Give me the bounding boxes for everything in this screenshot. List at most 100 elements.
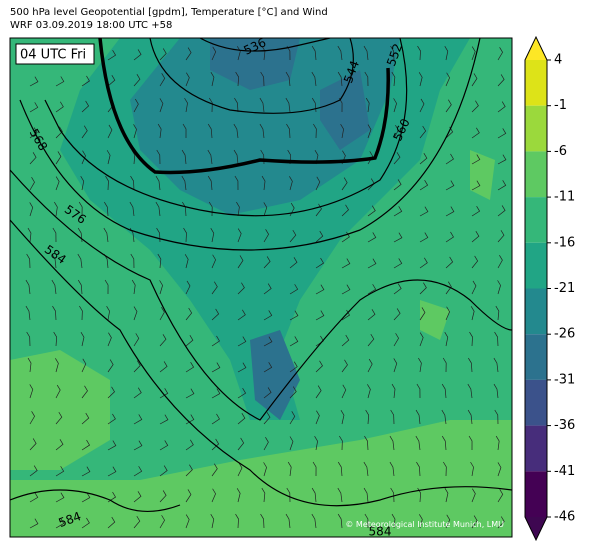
- wind-barb: [185, 361, 195, 373]
- wind-barb: [211, 254, 216, 269]
- wind-barb: [419, 125, 427, 139]
- wind-barb: [53, 331, 58, 347]
- wind-barb: [81, 492, 91, 503]
- wind-barb: [185, 72, 190, 87]
- colorbar-tick-label: 4: [554, 53, 562, 68]
- colorbar-band: [525, 379, 547, 426]
- wind-barb: [470, 306, 475, 321]
- wind-barb: [55, 411, 63, 425]
- wind-barb: [52, 305, 57, 321]
- wind-barb: [263, 256, 271, 269]
- wind-barb: [261, 487, 266, 503]
- wind-barb: [233, 123, 239, 139]
- wind-barb: [155, 201, 161, 217]
- wind-barb: [159, 48, 167, 61]
- wind-barb: [107, 466, 117, 477]
- wind-barb: [55, 126, 63, 139]
- wind-barb: [497, 101, 506, 113]
- wind-barb: [129, 201, 135, 217]
- wind-barb: [26, 253, 31, 269]
- wind-barb: [471, 488, 476, 503]
- wind-barb: [367, 309, 376, 321]
- colorbar-tick-label: -1: [554, 98, 567, 113]
- wind-barb: [314, 435, 318, 451]
- wind-barb: [211, 413, 220, 425]
- wind-barb: [263, 283, 272, 295]
- wind-barb: [445, 72, 450, 87]
- wind-barb: [237, 336, 247, 347]
- wind-barb: [181, 175, 187, 191]
- wind-barb: [390, 487, 395, 503]
- wind-barb: [391, 383, 396, 399]
- wind-barb: [367, 284, 377, 295]
- wind-barb: [159, 414, 169, 425]
- wind-barb: [183, 227, 187, 243]
- wind-barb: [81, 75, 90, 87]
- wind-barb: [416, 461, 421, 477]
- wind-barb: [393, 124, 399, 139]
- wind-barb: [211, 488, 216, 503]
- wind-barb: [311, 45, 317, 61]
- wind-barb: [27, 357, 32, 373]
- wind-barb: [285, 97, 291, 113]
- wind-barb: [51, 253, 57, 269]
- wind-barb: [341, 334, 350, 347]
- wind-barb: [441, 383, 447, 399]
- wind-barb: [363, 487, 369, 503]
- wind-barb: [285, 71, 291, 87]
- wind-barb: [159, 515, 165, 529]
- wind-barb: [497, 462, 502, 477]
- wind-barb: [29, 202, 34, 217]
- wind-barb: [159, 306, 165, 321]
- wind-barb: [493, 383, 499, 399]
- wind-barb: [470, 461, 474, 477]
- wind-barb: [133, 333, 140, 347]
- wind-barb: [341, 258, 351, 269]
- wind-barb: [29, 384, 34, 399]
- wind-barb: [393, 358, 398, 373]
- wind-barb: [55, 466, 65, 477]
- colorbar-tick-label: -26: [554, 327, 575, 342]
- wind-barb: [495, 435, 500, 451]
- colorbar-band: [525, 242, 547, 289]
- wind-barb: [237, 362, 247, 373]
- wind-barb: [393, 283, 402, 295]
- wind-barb: [81, 100, 90, 113]
- wind-barb: [497, 254, 503, 269]
- wind-barb: [393, 308, 401, 321]
- wind-barb: [29, 76, 39, 87]
- wind-barb: [471, 127, 480, 139]
- wind-barb: [468, 357, 473, 373]
- wind-barb: [29, 177, 35, 191]
- wind-barb: [236, 201, 240, 217]
- wind-barb: [341, 359, 348, 373]
- wind-barb: [367, 232, 377, 243]
- wind-barb: [207, 175, 213, 191]
- wind-barb: [210, 513, 215, 529]
- wind-barb: [341, 177, 348, 191]
- wind-barb: [340, 410, 345, 425]
- wind-barb: [417, 487, 421, 503]
- wind-barb: [497, 205, 506, 217]
- wind-barb: [237, 437, 245, 451]
- wind-barb: [185, 489, 192, 503]
- colorbar-band: [525, 288, 547, 335]
- wind-barb: [441, 409, 447, 425]
- wind-barb: [51, 279, 57, 295]
- wind-barb: [237, 228, 242, 243]
- wind-barb: [211, 335, 220, 347]
- wind-barb: [259, 123, 265, 139]
- wind-barb: [365, 409, 370, 425]
- wind-barb: [159, 465, 168, 477]
- wind-barb: [185, 414, 195, 425]
- wind-barb: [234, 97, 239, 113]
- wind-barb: [184, 254, 189, 269]
- wind-barb: [133, 49, 142, 61]
- wind-barb: [185, 514, 190, 529]
- wind-barb: [25, 305, 31, 321]
- wind-barb: [497, 154, 507, 165]
- wind-barb: [211, 308, 220, 321]
- wind-barb: [210, 227, 215, 243]
- wind-barb: [393, 98, 397, 113]
